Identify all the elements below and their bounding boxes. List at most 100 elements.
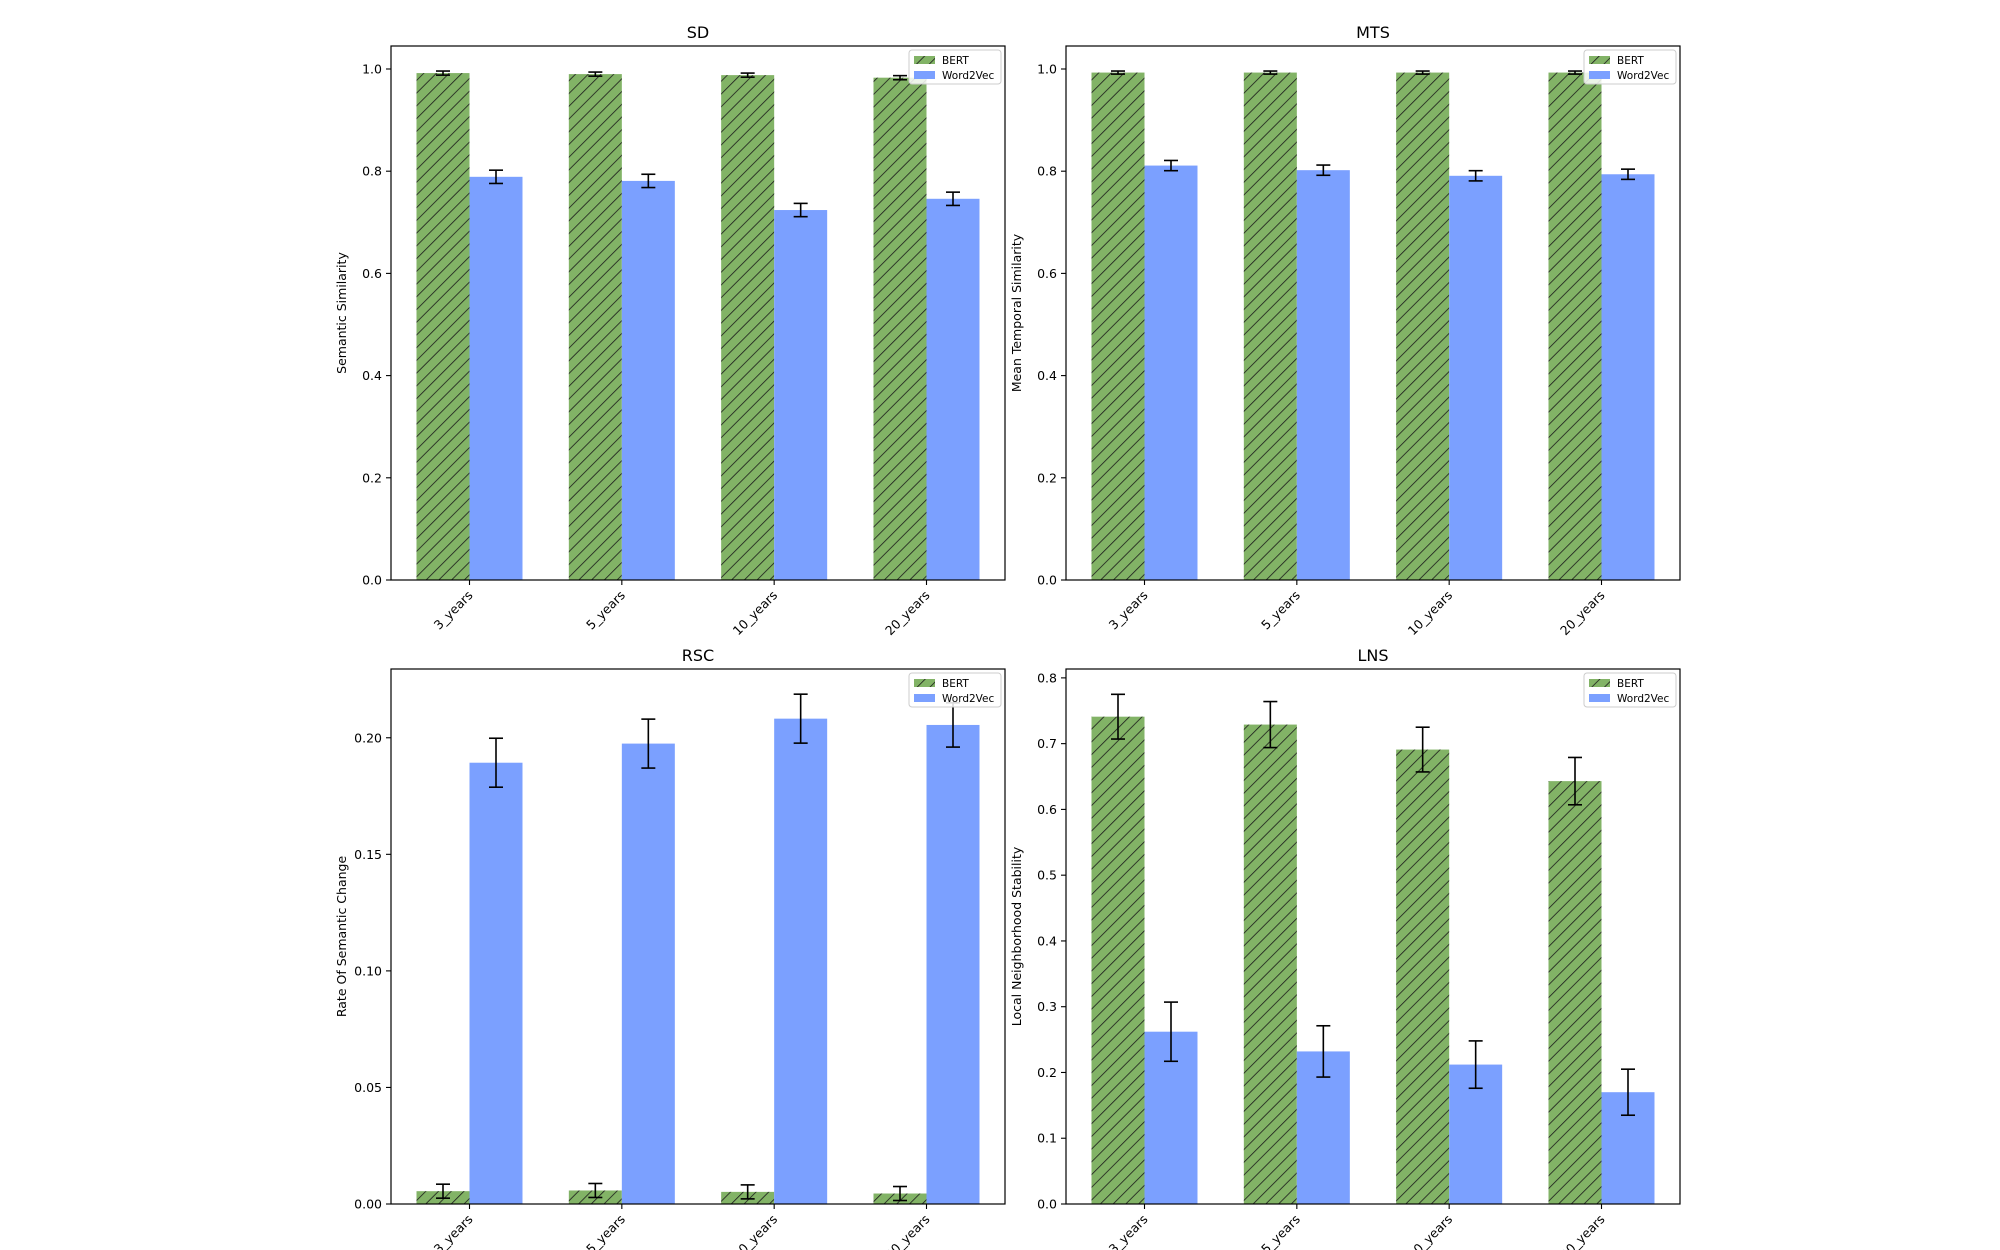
lns-ytick-label: 0.8 [1037,670,1057,685]
legend-swatch-word2vec [914,71,935,79]
rsc-errorbar-word2vec-10_years [793,693,808,744]
mts-xtick-label: 3_years [1106,588,1151,633]
lns-errorbar-bert-10_years [1415,726,1430,773]
sd-errorbar-word2vec-20_years [946,191,960,207]
rsc-bar-word2vec-3_years [469,762,523,1204]
sd-errorbar-word2vec-10_years [793,202,808,218]
sd-xtick-label: 20_years [882,588,933,639]
lns-ytick-label: 0.0 [1037,1197,1057,1212]
sd-title: SD [687,23,709,42]
sd-bar-word2vec-20_years [926,198,980,580]
lns-xtick-label: 20_years [1557,1212,1608,1250]
lns-ylabel: Local Neighborhood Stability [1009,846,1024,1026]
sd-ylabel: Semantic Similarity [334,252,349,374]
mts-xtick-label: 10_years [1405,588,1456,639]
rsc-xtick-label: 3_years [431,1212,476,1250]
sd-legend: BERT Word2Vec [908,49,1002,85]
lns-axes-frame [1065,668,1681,1205]
rsc-ytick-label: 0.15 [354,847,382,862]
mts-bar-word2vec-3_years [1144,165,1198,580]
sd-bar-word2vec-3_years [469,176,523,580]
lns-title: LNS [1357,646,1388,665]
mts-ytick-label: 0.4 [1037,368,1057,383]
lns-errorbar-word2vec-10_years [1468,1040,1483,1090]
legend-label-bert: BERT [942,678,969,690]
legend-label-word2vec: Word2Vec [942,693,994,705]
rsc-xtick-label: 5_years [583,1212,628,1250]
sd-bar-hatch-5_years [568,74,622,581]
sd-ytick-label: 0.4 [362,368,382,383]
legend-swatch-word2vec [1589,694,1610,702]
panel-sd: 0.0 0.2 0.4 0.6 0.8 1.0 3_years 5_years 10_years… [334,23,1006,639]
mts-xtick-label: 20_years [1557,588,1608,639]
lns-bar-hatch-5_years [1243,724,1297,1204]
rsc-title: RSC [682,646,714,665]
sd-bar-hatch-3_years [416,73,470,580]
legend-label-bert: BERT [1617,55,1644,67]
sd-errorbar-bert-3_years [436,70,450,76]
panel-mts: 0.0 0.2 0.4 0.6 0.8 1.0 3_years 5_years 10_years… [1009,23,1681,639]
mts-ytick-label: 0.2 [1037,470,1057,485]
mts-errorbar-word2vec-5_years [1316,164,1331,177]
lns-xtick-label: 3_years [1106,1212,1151,1250]
panel-lns: 0.0 0.1 0.2 0.3 0.4 0.5 0.6 0.7 0.8 3_years 5_year… [1009,646,1681,1250]
sd-xtick-label: 3_years [431,588,476,633]
legend-label-word2vec: Word2Vec [942,70,994,82]
rsc-ytick-label: 0.20 [354,730,382,745]
rsc-ytick-label: 0.00 [354,1197,382,1212]
mts-errorbar-bert-20_years [1568,70,1582,75]
mts-ytick-label: 0.6 [1037,266,1057,281]
mts-ytick-label: 1.0 [1037,61,1057,76]
mts-errorbar-word2vec-10_years [1468,169,1483,182]
lns-bar-hatch-10_years [1396,749,1450,1204]
lns-ytick-label: 0.1 [1037,1131,1057,1146]
mts-ytick-label: 0.0 [1037,573,1057,588]
mts-axes-frame [1065,45,1681,581]
mts-legend: BERT Word2Vec [1583,49,1677,85]
mts-errorbar-bert-5_years [1263,70,1278,75]
lns-ytick-label: 0.2 [1037,1065,1057,1080]
panel-rsc: 0.00 0.05 0.10 0.15 0.20 3_years 5_years 10_yea… [334,646,1006,1250]
rsc-ylabel: Rate Of Semantic Change [334,856,349,1018]
lns-ytick-label: 0.7 [1037,736,1057,751]
mts-title: MTS [1356,23,1390,42]
mts-bar-word2vec-10_years [1449,175,1503,580]
sd-ytick-label: 0.6 [362,266,382,281]
rsc-errorbar-bert-10_years [740,1184,755,1200]
mts-errorbar-bert-3_years [1111,70,1125,75]
lns-errorbar-word2vec-3_years [1164,1001,1178,1063]
sd-ytick-label: 0.2 [362,470,382,485]
lns-xtick-label: 5_years [1258,1212,1303,1250]
mts-errorbar-bert-10_years [1415,70,1430,75]
lns-errorbar-word2vec-5_years [1316,1024,1331,1078]
lns-legend: BERT Word2Vec [1583,672,1677,708]
legend-label-bert: BERT [942,55,969,67]
rsc-ytick-label: 0.05 [354,1080,382,1095]
sd-bar-hatch-10_years [721,75,775,581]
lns-errorbar-bert-3_years [1111,693,1125,740]
sd-xtick-label: 5_years [583,588,628,633]
mts-errorbar-word2vec-3_years [1164,159,1178,172]
mts-bar-word2vec-5_years [1296,170,1350,580]
lns-bar-hatch-20_years [1548,781,1602,1204]
lns-ytick-label: 0.5 [1037,868,1057,883]
rsc-bar-word2vec-5_years [621,743,675,1204]
rsc-errorbar-word2vec-5_years [641,718,656,769]
sd-bar-word2vec-10_years [774,210,828,580]
rsc-errorbar-word2vec-3_years [489,737,503,788]
legend-swatch-word2vec [1589,71,1610,79]
sd-bar-hatch-20_years [873,77,927,580]
sd-errorbar-bert-5_years [588,71,603,77]
sd-bar-word2vec-5_years [621,180,675,580]
rsc-bar-word2vec-10_years [774,718,828,1204]
sd-ytick-label: 1.0 [362,61,382,76]
sd-ytick-label: 0.8 [362,164,382,179]
sd-errorbar-bert-20_years [893,74,907,81]
rsc-ytick-label: 0.10 [354,963,382,978]
rsc-xtick-label: 20_years [882,1212,933,1250]
mts-ylabel: Mean Temporal Similarity [1009,233,1024,392]
legend-label-bert: BERT [1617,678,1644,690]
legend-label-word2vec: Word2Vec [1617,70,1669,82]
rsc-bar-word2vec-20_years [926,724,980,1204]
